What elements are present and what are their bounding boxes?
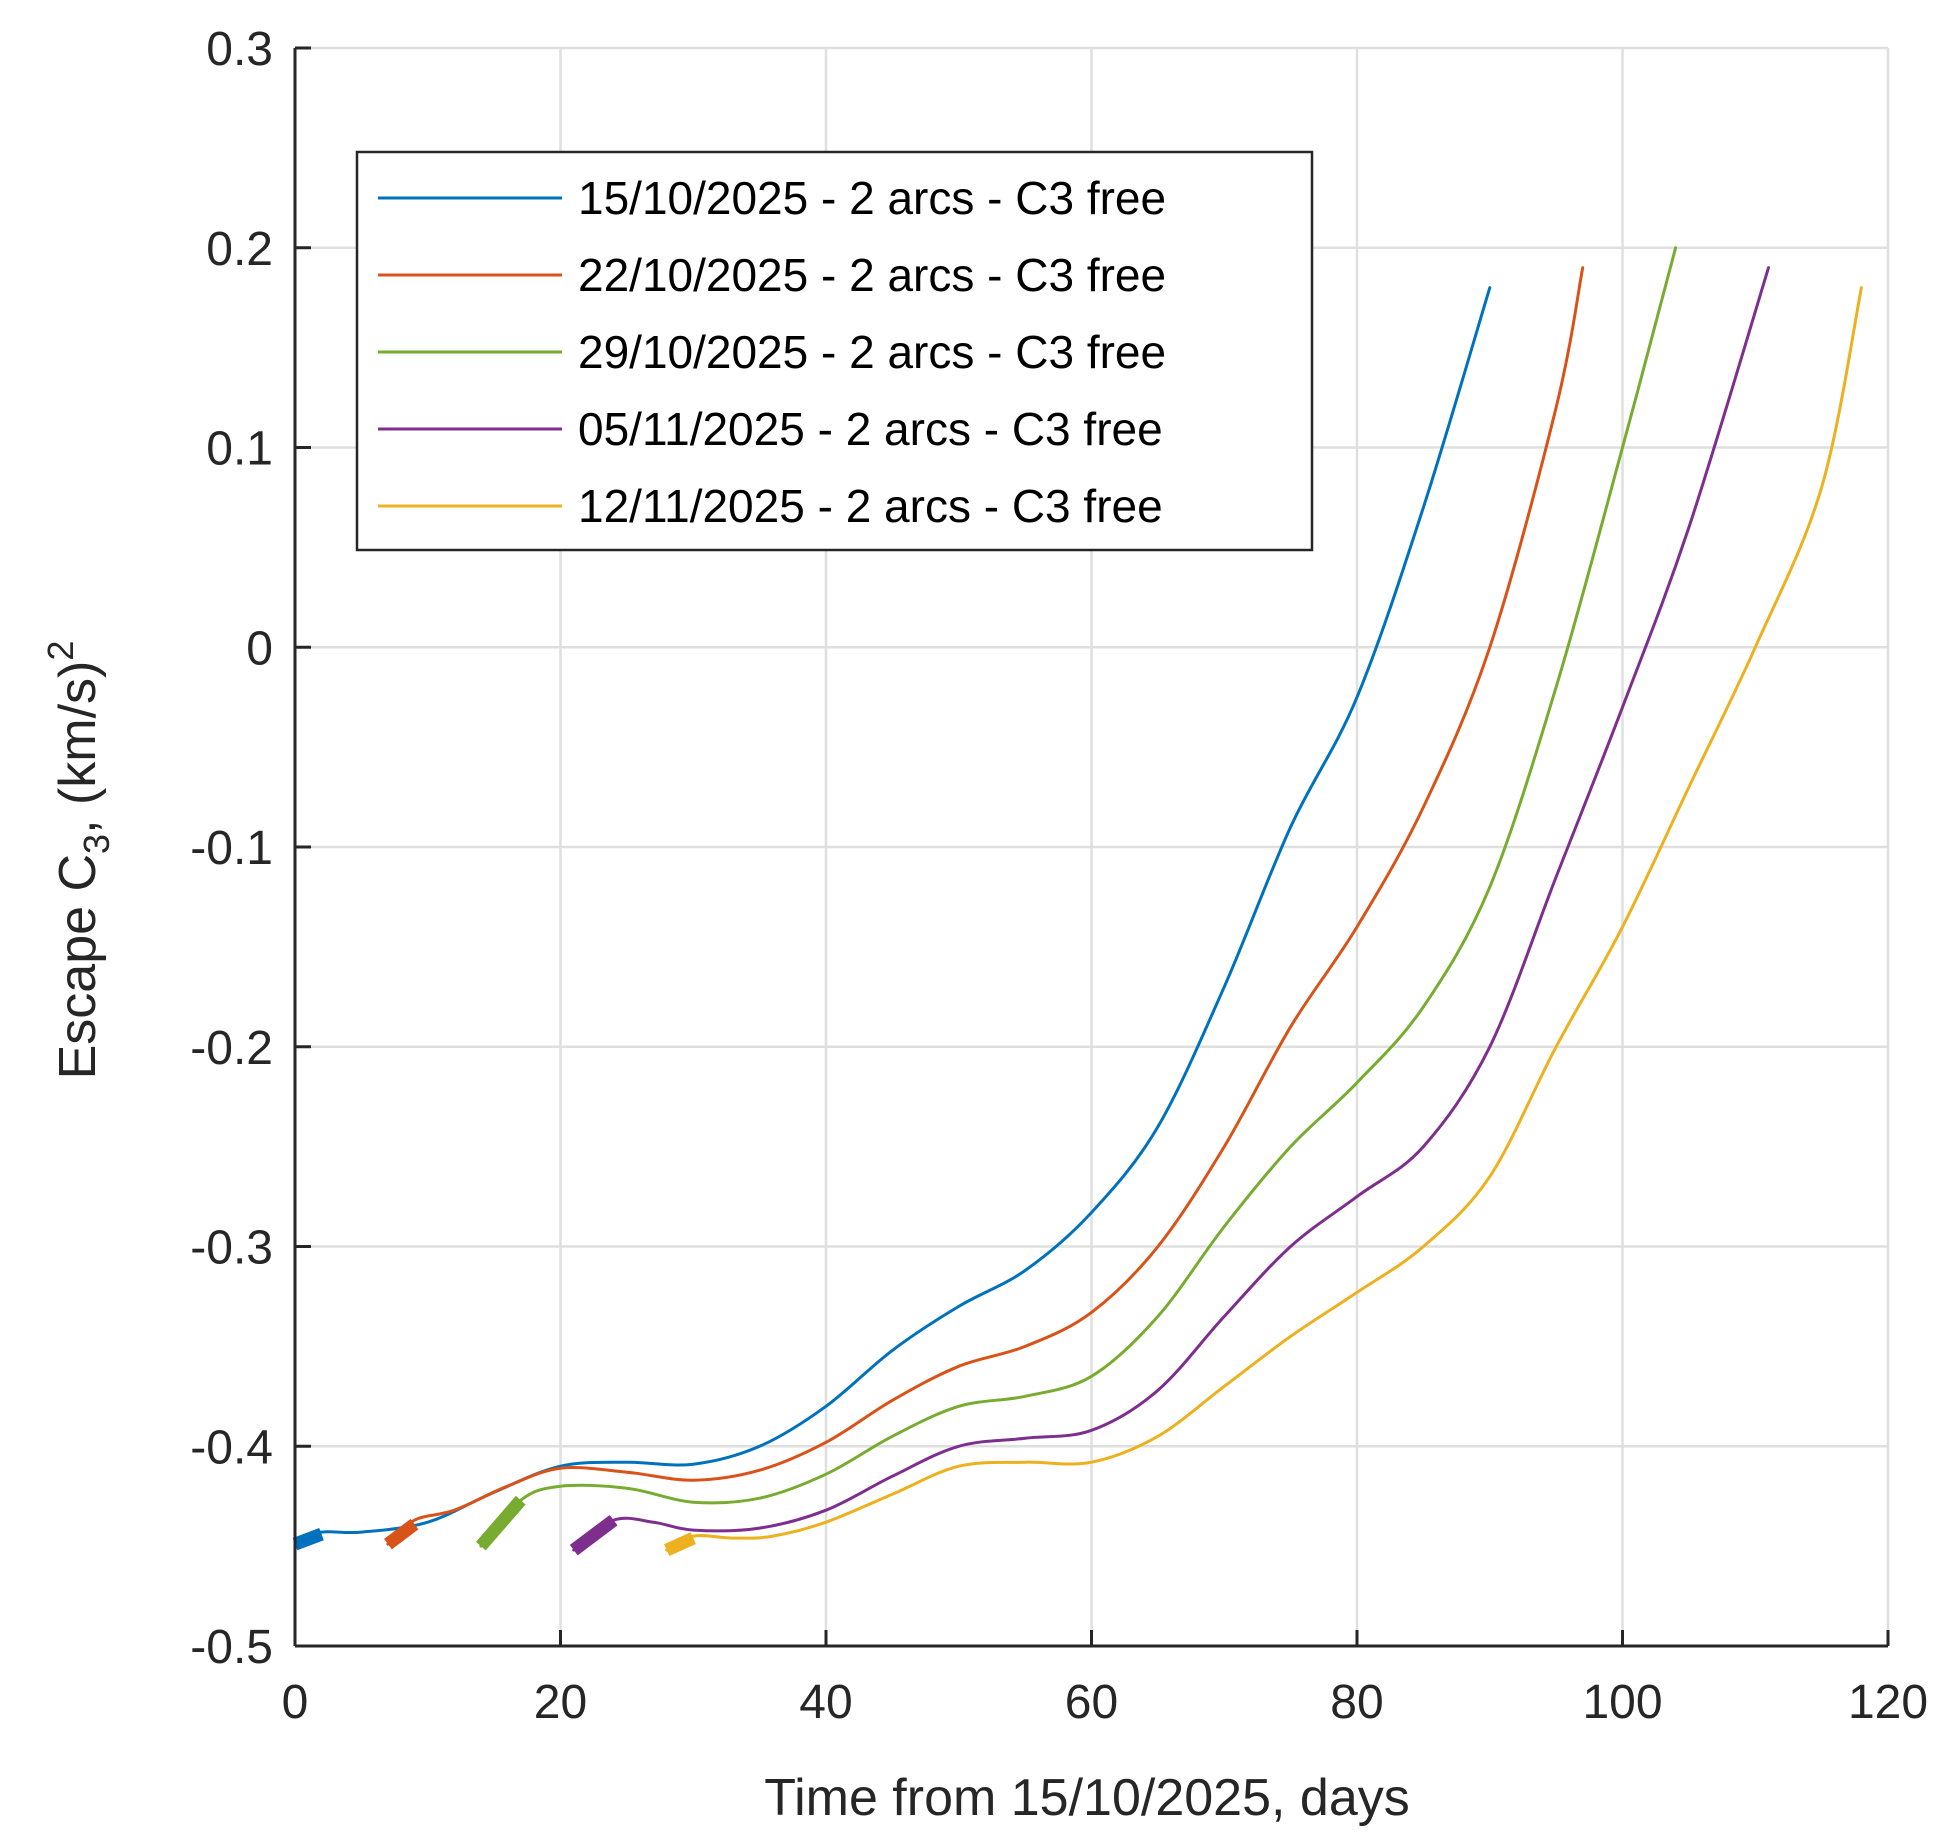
x-tick-label: 120	[1848, 1676, 1928, 1729]
series-5	[664, 286, 1863, 1557]
y-tick-label: 0.2	[206, 223, 273, 276]
series-start-segment-5	[664, 1532, 696, 1557]
legend: 15/10/2025 - 2 arcs - C3 free 22/10/2025 …	[355, 150, 1314, 552]
legend-label: 12/11/2025 - 2 arcs - C3 free	[578, 480, 1163, 532]
legend-entry-5: 12/11/2025 - 2 arcs - C3 free	[378, 480, 1163, 532]
tick-label-layer: 0 20 40 60 80 100 120 -0.5 -0.4 -0.3 -0.2 -0.1 0 0.1 0…	[190, 23, 1928, 1729]
x-axis-title: Time from 15/10/2025, days	[764, 1769, 1410, 1827]
series-4	[569, 266, 1770, 1556]
series-3	[475, 246, 1678, 1551]
y-tick-label: -0.1	[190, 822, 273, 875]
x-tick-label: 100	[1582, 1676, 1662, 1729]
axes-layer	[293, 46, 1890, 1648]
y-axis-title-subscript: 3	[76, 834, 117, 854]
series-layer	[292, 246, 1863, 1557]
legend-label: 05/11/2025 - 2 arcs - C3 free	[578, 403, 1163, 455]
y-tick-label: 0.1	[206, 423, 273, 476]
legend-label: 22/10/2025 - 2 arcs - C3 free	[578, 249, 1166, 301]
y-axis-title-superscript: 2	[40, 641, 81, 661]
series-start-segment-4	[569, 1514, 618, 1556]
series-start-segment-2	[384, 1518, 419, 1550]
legend-entries: 15/10/2025 - 2 arcs - C3 free 22/10/2025 …	[378, 172, 1166, 532]
x-tick-label: 80	[1330, 1676, 1383, 1729]
legend-label: 15/10/2025 - 2 arcs - C3 free	[578, 172, 1166, 224]
series-line-4	[572, 266, 1770, 1552]
legend-entry-2: 22/10/2025 - 2 arcs - C3 free	[378, 249, 1166, 301]
y-tick-label: 0.3	[206, 23, 273, 76]
x-tick-label: 60	[1065, 1676, 1118, 1729]
series-start-segment-3	[475, 1495, 526, 1551]
series-2	[384, 266, 1585, 1550]
y-tick-label: -0.2	[190, 1022, 273, 1075]
y-axis-title: Escape C3, (km/s)2	[40, 641, 117, 1080]
y-tick-label: -0.3	[190, 1222, 273, 1275]
series-start-segment-1	[292, 1528, 324, 1551]
x-tick-label: 0	[282, 1676, 309, 1729]
y-axis-title-main: Escape C	[49, 854, 107, 1079]
legend-entry-4: 05/11/2025 - 2 arcs - C3 free	[378, 403, 1163, 455]
series-line-3	[479, 246, 1678, 1548]
series-line-5	[665, 286, 1863, 1552]
y-tick-label: -0.4	[190, 1421, 273, 1474]
x-tick-label: 40	[799, 1676, 852, 1729]
legend-label: 29/10/2025 - 2 arcs - C3 free	[578, 326, 1166, 378]
legend-entry-3: 29/10/2025 - 2 arcs - C3 free	[378, 326, 1166, 378]
legend-entry-1: 15/10/2025 - 2 arcs - C3 free	[378, 172, 1166, 224]
x-tick-label: 20	[534, 1676, 587, 1729]
series-line-2	[386, 266, 1585, 1546]
y-axis-title-units: , (km/s)	[49, 661, 107, 834]
y-tick-label: -0.5	[190, 1621, 273, 1674]
y-tick-label: 0	[246, 622, 273, 675]
